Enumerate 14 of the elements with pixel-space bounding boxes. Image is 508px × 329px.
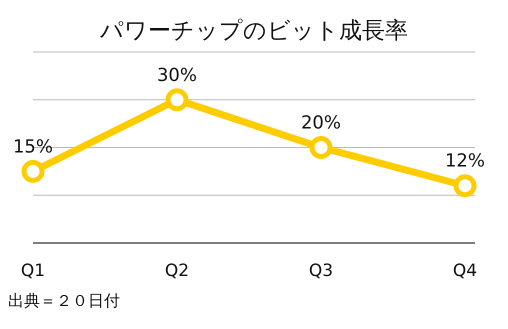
point [310, 136, 332, 159]
xtick: Q4 [452, 261, 478, 281]
xtick: Q1 [20, 261, 46, 281]
data-label: 30% [157, 64, 197, 86]
point [454, 174, 476, 198]
point [22, 160, 44, 183]
xtick: Q3 [308, 261, 334, 281]
point [166, 88, 188, 112]
annotation: 出典＝２０日付 [8, 291, 120, 310]
xtick: Q2 [164, 261, 190, 281]
data-label: 12% [445, 150, 485, 172]
title: パワーチップのビット成長率 [100, 18, 408, 44]
data-label: 20% [301, 112, 341, 134]
data-label: 15% [13, 136, 53, 158]
